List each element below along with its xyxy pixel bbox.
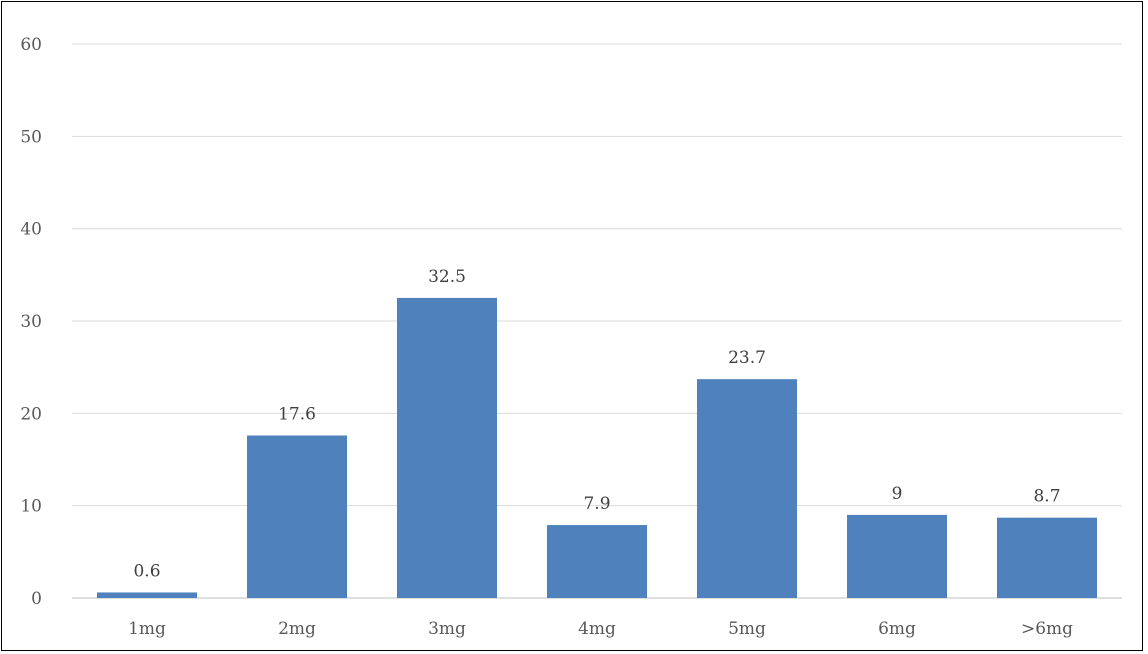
x-tick-label-2mg: 2mg [278,619,316,639]
y-tick-label-30: 30 [20,312,42,332]
data-labels: 0.6 17.6 32.5 7.9 23.7 9 8.7 [133,267,1060,582]
data-label-6mg: 8.7 [1033,487,1060,507]
y-tick-label-20: 20 [20,404,42,424]
data-label-5mg: 23.7 [728,348,766,368]
y-tick-label-50: 50 [20,127,42,147]
x-tick-label-6mg: >6mg [1021,619,1073,639]
y-tick-label-10: 10 [20,497,42,517]
data-label-2mg: 17.6 [278,404,316,424]
bar-2mg [247,435,347,598]
y-axis-tick-labels: 0 10 20 30 40 50 60 [20,35,42,609]
y-tick-label-0: 0 [31,589,42,609]
bar-6mg [997,517,1097,598]
bar-4mg [547,525,647,598]
bar-6mg [847,514,947,598]
data-label-1mg: 0.6 [133,561,160,581]
data-label-4mg: 7.9 [583,494,610,514]
x-tick-label-1mg: 1mg [128,619,166,639]
bars [97,297,1097,598]
data-label-6mg: 9 [892,484,903,504]
gridlines [72,43,1122,599]
y-tick-label-60: 60 [20,35,42,55]
y-tick-label-40: 40 [20,220,42,240]
bar-3mg [397,297,497,598]
x-axis-tick-labels: 1mg 2mg 3mg 4mg 5mg 6mg >6mg [128,619,1073,639]
bar-5mg [697,379,797,598]
data-label-3mg: 32.5 [428,267,466,287]
x-tick-label-3mg: 3mg [428,619,466,639]
x-tick-label-6mg: 6mg [878,619,916,639]
x-tick-label-4mg: 4mg [578,619,616,639]
bar-1mg [97,592,197,598]
x-tick-label-5mg: 5mg [728,619,766,639]
